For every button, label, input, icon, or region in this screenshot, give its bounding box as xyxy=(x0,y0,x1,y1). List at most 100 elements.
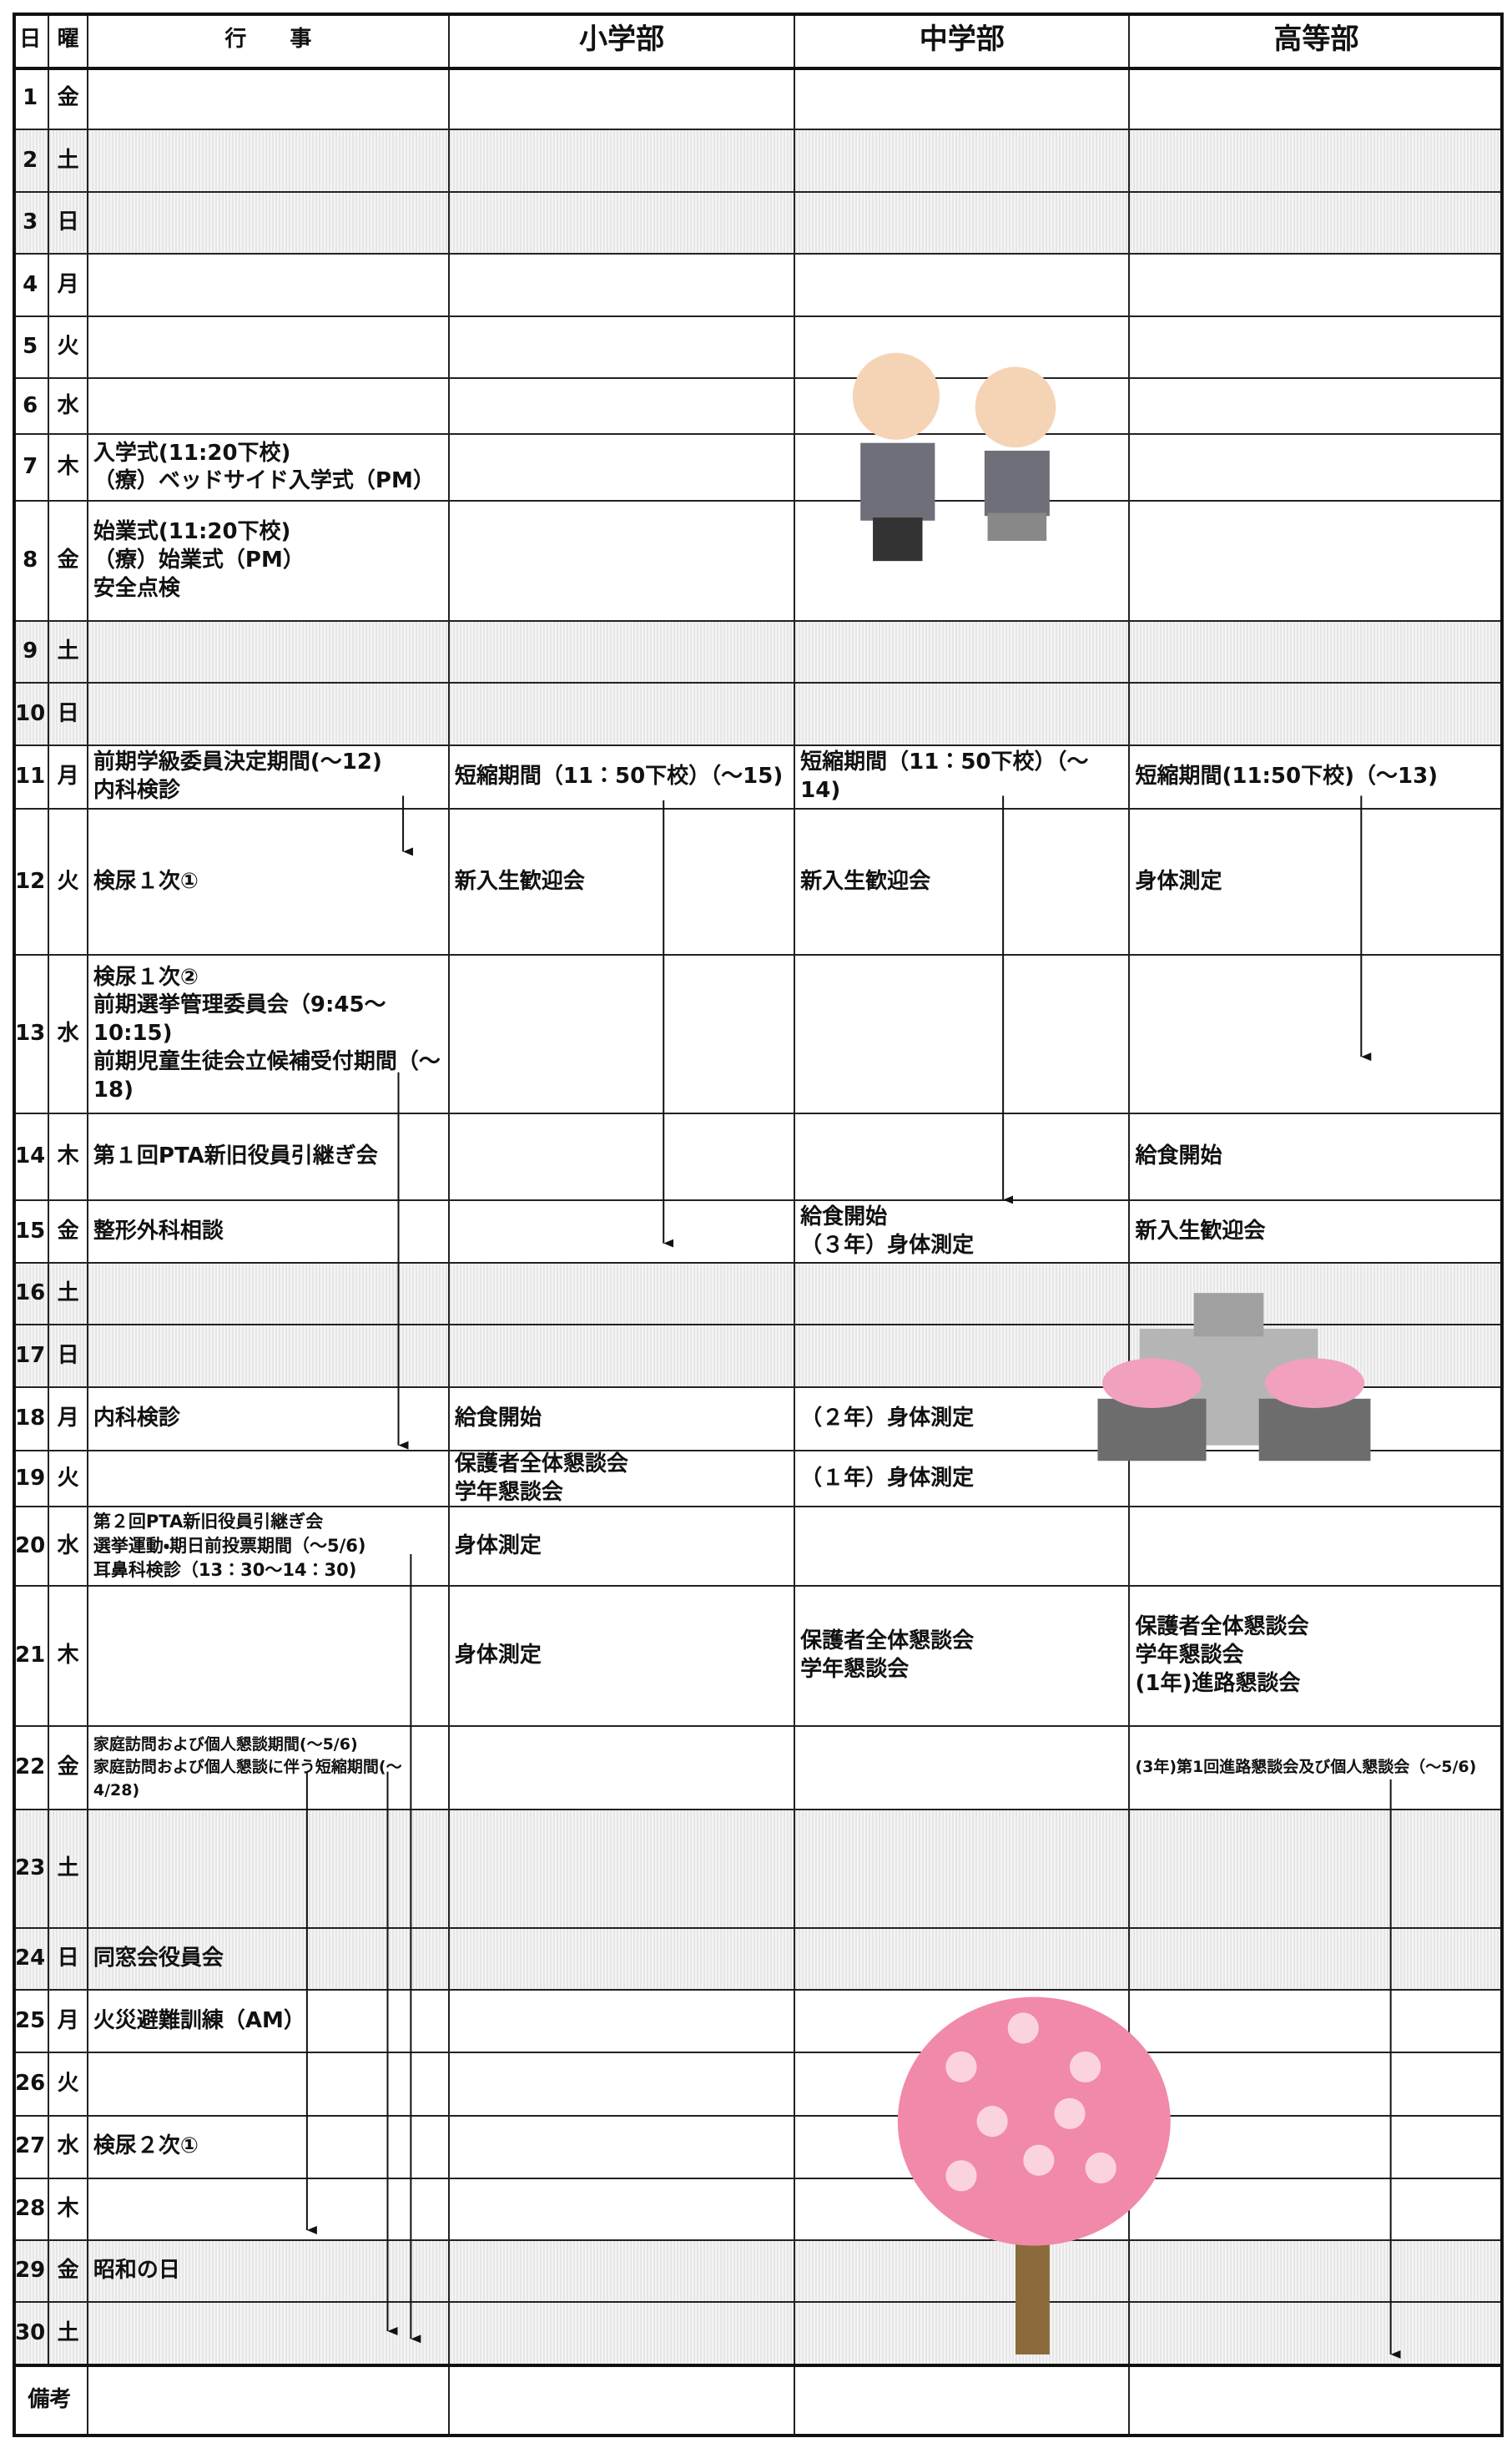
student-body xyxy=(984,450,1050,517)
table-cell xyxy=(449,1263,796,1326)
table-cell: 16 xyxy=(12,1263,50,1326)
table-cell: 給食開始 （３年）身体測定 xyxy=(795,1201,1131,1264)
table-cell: 水 xyxy=(49,1507,88,1587)
table-cell xyxy=(795,316,1131,380)
table-cell xyxy=(449,1325,796,1388)
table-cell xyxy=(449,316,796,380)
table-cell: 金 xyxy=(49,1201,88,1264)
table-cell: 15 xyxy=(12,1201,50,1264)
blossom xyxy=(976,2106,1008,2138)
table-cell: 火 xyxy=(49,810,88,957)
table-cell xyxy=(795,1263,1131,1326)
table-cell: 給食開始 xyxy=(449,1387,796,1452)
table-cell: 身体測定 xyxy=(449,1507,796,1587)
table-cell: 3 xyxy=(12,192,50,255)
table-cell: 木 xyxy=(49,2178,88,2241)
table-cell: 月 xyxy=(49,1991,88,2053)
table-cell xyxy=(795,1928,1131,1991)
table-cell: 木 xyxy=(49,435,88,502)
table-cell xyxy=(795,435,1131,502)
hedge xyxy=(1097,1398,1207,1461)
table-cell xyxy=(88,1325,450,1388)
table-cell: 検尿１次② 前期選挙管理委員会（9:45～10:15) 前期児童生徒会立候補受付… xyxy=(88,956,450,1115)
table-cell xyxy=(449,2241,796,2304)
table-cell: 内科検診 xyxy=(88,1387,450,1452)
table-cell xyxy=(795,192,1131,255)
table-cell: 木 xyxy=(49,1587,88,1727)
table-cell xyxy=(88,1810,450,1929)
table-cell: 家庭訪問および個人懇談期間(～5/6) 家庭訪問および個人懇談に伴う短縮期間(～… xyxy=(88,1726,450,1811)
table-cell xyxy=(88,621,450,684)
table-cell: 火 xyxy=(49,1451,88,1508)
table-cell: 整形外科相談 xyxy=(88,1201,450,1264)
table-cell xyxy=(449,192,796,255)
table-cell: （１年）身体測定 xyxy=(795,1451,1131,1508)
table-cell xyxy=(88,1587,450,1727)
table-cell: 月 xyxy=(49,1387,88,1452)
table-cell: 2 xyxy=(12,130,50,193)
table-cell: 新入生歓迎会 xyxy=(1130,1201,1504,1264)
table-cell xyxy=(1130,130,1504,193)
table-cell xyxy=(1130,1928,1504,1991)
table-cell: 水 xyxy=(49,2117,88,2179)
table-cell: 短縮期間（11：50下校）（～14) xyxy=(795,745,1131,810)
flowers xyxy=(1102,1358,1202,1408)
table-cell xyxy=(795,684,1131,746)
table-cell xyxy=(795,2303,1131,2365)
table-cell: 金 xyxy=(49,68,88,131)
table-cell xyxy=(449,1810,796,1929)
table-cell: 火 xyxy=(49,316,88,380)
table-cell: 23 xyxy=(12,1810,50,1929)
table-cell: 金 xyxy=(49,1726,88,1811)
table-cell: 24 xyxy=(12,1928,50,1991)
table-cell xyxy=(88,1263,450,1326)
student-body xyxy=(860,442,935,521)
table-cell: 金 xyxy=(49,2241,88,2304)
school-tower xyxy=(1193,1293,1264,1337)
table-cell: 10 xyxy=(12,684,50,746)
table-cell xyxy=(795,1810,1131,1929)
table-cell: 木 xyxy=(49,1114,88,1202)
table-cell: 土 xyxy=(49,2303,88,2365)
table-cell xyxy=(1130,1263,1504,1326)
table-cell: 19 xyxy=(12,1451,50,1508)
table-cell: 新入生歓迎会 xyxy=(449,810,796,957)
table-cell: 20 xyxy=(12,1507,50,1587)
table-cell: 水 xyxy=(49,956,88,1115)
table-cell xyxy=(449,130,796,193)
student-head xyxy=(975,366,1056,448)
table-cell: 日 xyxy=(49,192,88,255)
table-cell xyxy=(795,1726,1131,1811)
table-cell xyxy=(449,621,796,684)
table-cell: 土 xyxy=(49,130,88,193)
table-cell xyxy=(449,956,796,1115)
blossom xyxy=(1070,2051,1101,2083)
table-cell xyxy=(449,255,796,317)
blossom xyxy=(1054,2097,1086,2129)
table-cell xyxy=(449,1928,796,1991)
table-cell xyxy=(449,684,796,746)
blossom xyxy=(1007,2012,1039,2044)
table-cell xyxy=(449,2117,796,2179)
table-cell xyxy=(795,2241,1131,2304)
table-cell: 29 xyxy=(12,2241,50,2304)
table-cell: 22 xyxy=(12,1726,50,1811)
table-cell xyxy=(795,956,1131,1115)
table-cell: 検尿２次① xyxy=(88,2117,450,2179)
table-cell xyxy=(88,255,450,317)
table-cell xyxy=(88,130,450,193)
table-cell xyxy=(1130,621,1504,684)
student-head xyxy=(852,352,940,440)
table-cell: 前期学級委員決定期間(～12) 内科検診 xyxy=(88,745,450,810)
table-cell xyxy=(88,1451,450,1508)
blossom xyxy=(945,2051,977,2083)
table-cell xyxy=(449,2303,796,2365)
table-cell: 水 xyxy=(49,379,88,436)
table-cell: 4 xyxy=(12,255,50,317)
table-cell xyxy=(449,435,796,502)
table-cell: 土 xyxy=(49,1263,88,1326)
table-cell: 日 xyxy=(49,684,88,746)
table-cell xyxy=(795,621,1131,684)
flowers xyxy=(1265,1358,1365,1408)
table-cell: 11 xyxy=(12,745,50,810)
